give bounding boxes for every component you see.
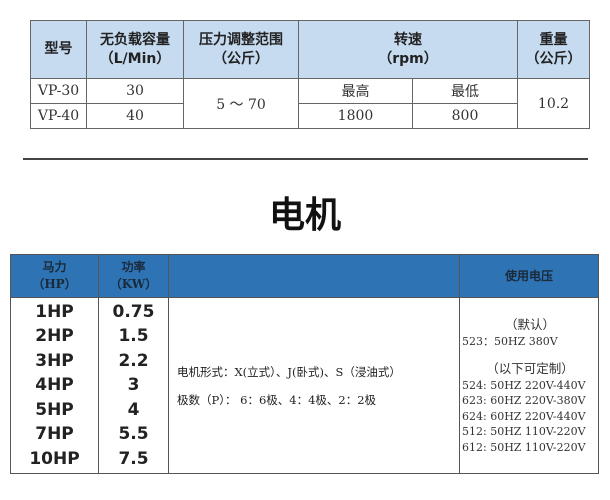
header-voltage: 使用电压 <box>459 254 599 298</box>
capacity-cell: 30 <box>86 78 184 104</box>
header-hp: 马力 （HP） <box>10 254 99 298</box>
header-pressure: 压力调整范围 （公斤） <box>183 20 299 79</box>
speed-max-value: 1800 <box>298 103 413 129</box>
speed-min-value: 800 <box>411 103 519 129</box>
table-row: VP-40 40 1800 800 <box>30 103 590 129</box>
model-cell: VP-30 <box>30 78 87 104</box>
header-blank <box>168 254 460 298</box>
speed-max-label: 最高 <box>298 78 413 104</box>
spec-table: 型号 无负载容量 （L/Min） 压力调整范围 （公斤） 转速 （rpm） 重量 （公斤… <box>30 20 591 129</box>
header-kw: 功率 （KW） <box>98 254 169 298</box>
kw-list: 0.75 1.5 2.2 3 4 5.5 7.5 <box>98 297 169 474</box>
header-model: 型号 <box>30 20 87 79</box>
header-speed: 转速 （rpm） <box>297 20 519 79</box>
speed-min-label: 最低 <box>411 78 519 104</box>
motor-table: 马力 （HP） 功率 （KW） 使用电压 1HP 2HP 3HP 4HP 5HP 7HP 10H… <box>10 254 599 474</box>
model-cell: VP-40 <box>30 103 87 129</box>
voltage-list: （默认） 523：50HZ 380V （以下可定制） 524: 50HZ 220… <box>459 297 599 474</box>
capacity-cell: 40 <box>86 103 184 129</box>
hp-list: 1HP 2HP 3HP 4HP 5HP 7HP 10HP <box>10 297 99 474</box>
divider <box>23 158 588 160</box>
header-capacity: 无负载容量 （L/Min） <box>86 20 184 79</box>
pressure-cell: 5 ～ 70 <box>183 78 299 129</box>
table-row: VP-30 30 5 ～ 70 最高 最低 10.2 <box>30 78 591 129</box>
section-title: 电机 <box>268 195 341 236</box>
weight-cell: 10.2 <box>517 78 591 129</box>
header-weight: 重量 （公斤） <box>517 20 591 79</box>
motor-description: 电机形式：X(立式）、J(卧式)、S（浸油式） 极数（P）： 6：6极、4：4极、… <box>168 297 460 474</box>
